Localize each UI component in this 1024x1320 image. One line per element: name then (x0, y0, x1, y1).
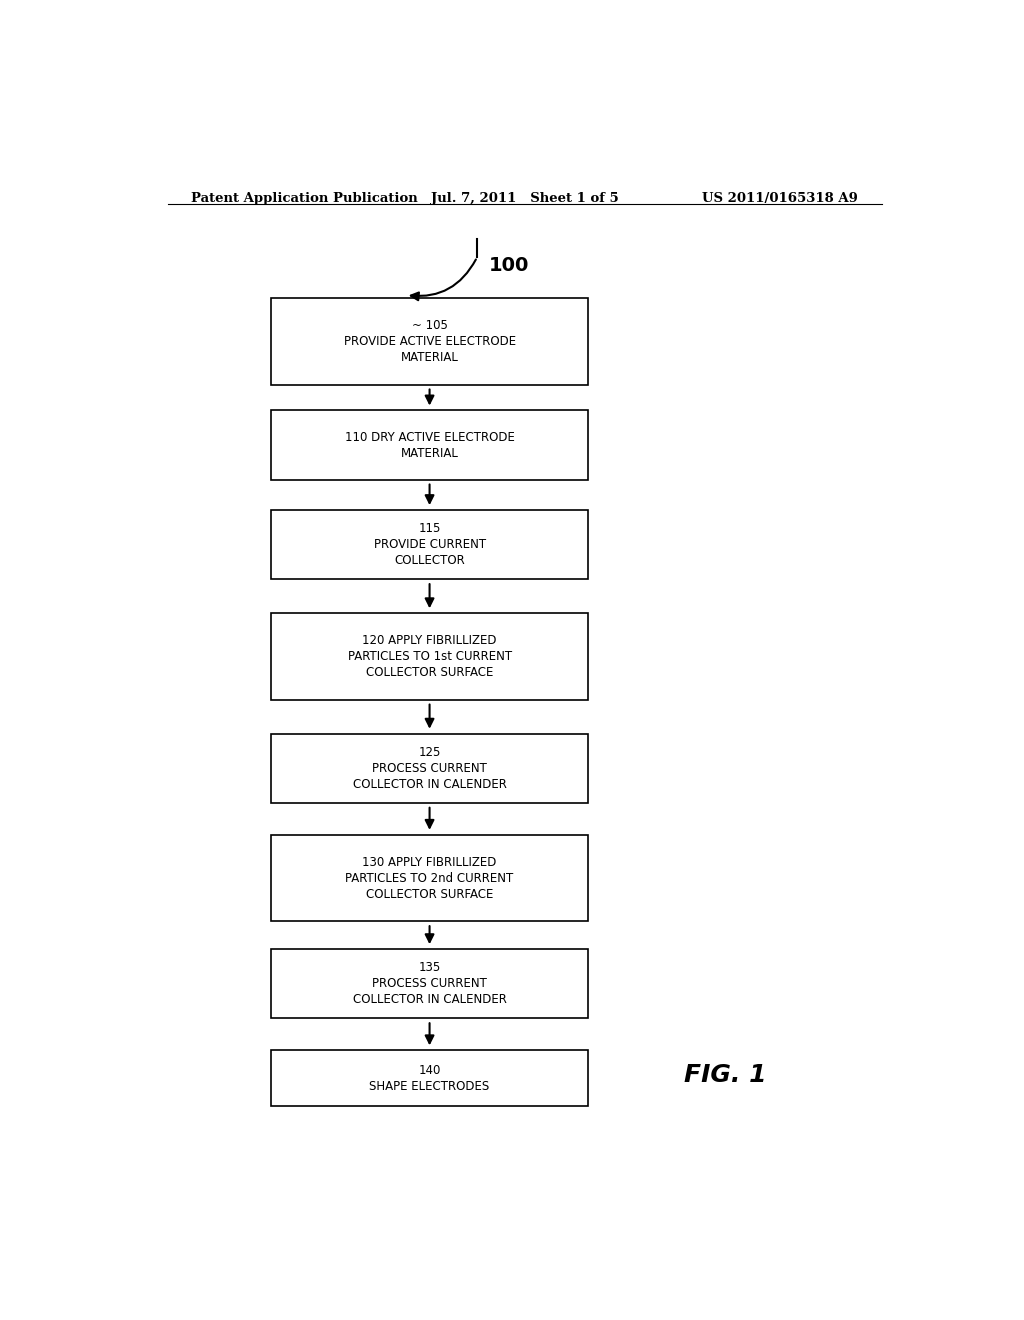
Text: 100: 100 (489, 256, 529, 275)
Text: 120 APPLY FIBRILLIZED
PARTICLES TO 1st CURRENT
COLLECTOR SURFACE: 120 APPLY FIBRILLIZED PARTICLES TO 1st C… (347, 634, 512, 678)
Text: 115
PROVIDE CURRENT
COLLECTOR: 115 PROVIDE CURRENT COLLECTOR (374, 523, 485, 568)
FancyArrowPatch shape (411, 260, 476, 300)
Text: 135
PROCESS CURRENT
COLLECTOR IN CALENDER: 135 PROCESS CURRENT COLLECTOR IN CALENDE… (352, 961, 507, 1006)
FancyBboxPatch shape (270, 1051, 588, 1106)
Text: 110 DRY ACTIVE ELECTRODE
MATERIAL: 110 DRY ACTIVE ELECTRODE MATERIAL (345, 430, 514, 459)
FancyBboxPatch shape (270, 510, 588, 579)
Text: FIG. 1: FIG. 1 (684, 1063, 766, 1088)
Text: US 2011/0165318 A9: US 2011/0165318 A9 (702, 191, 858, 205)
FancyBboxPatch shape (270, 949, 588, 1018)
FancyBboxPatch shape (270, 834, 588, 921)
Text: 125
PROCESS CURRENT
COLLECTOR IN CALENDER: 125 PROCESS CURRENT COLLECTOR IN CALENDE… (352, 746, 507, 791)
FancyBboxPatch shape (270, 614, 588, 700)
FancyBboxPatch shape (270, 298, 588, 384)
Text: ~ 105
PROVIDE ACTIVE ELECTRODE
MATERIAL: ~ 105 PROVIDE ACTIVE ELECTRODE MATERIAL (343, 319, 516, 364)
FancyBboxPatch shape (270, 734, 588, 803)
Text: 140
SHAPE ELECTRODES: 140 SHAPE ELECTRODES (370, 1064, 489, 1093)
Text: Patent Application Publication: Patent Application Publication (191, 191, 418, 205)
FancyBboxPatch shape (270, 411, 588, 479)
Text: 130 APPLY FIBRILLIZED
PARTICLES TO 2nd CURRENT
COLLECTOR SURFACE: 130 APPLY FIBRILLIZED PARTICLES TO 2nd C… (345, 855, 514, 900)
Text: Jul. 7, 2011   Sheet 1 of 5: Jul. 7, 2011 Sheet 1 of 5 (431, 191, 618, 205)
